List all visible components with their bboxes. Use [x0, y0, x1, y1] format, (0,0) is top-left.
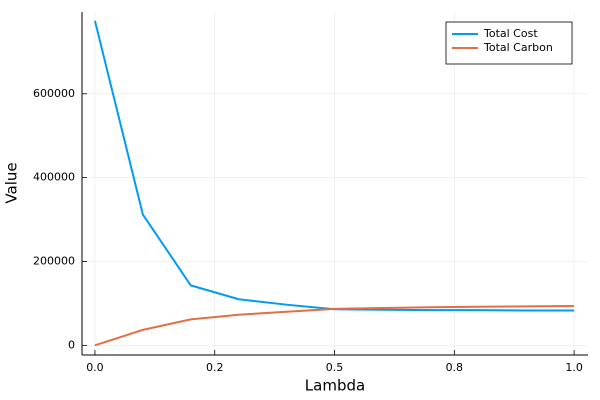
- x-tick-label: 1.0: [565, 361, 583, 374]
- y-tick-label: 600000: [33, 87, 75, 100]
- legend-label: Total Cost: [483, 27, 538, 40]
- legend-box: [445, 21, 573, 65]
- series-line: [94, 304, 575, 347]
- y-tick-label: 200000: [33, 254, 75, 267]
- x-tick-label: 0.5: [326, 361, 344, 374]
- x-tick-label: 0.2: [206, 361, 224, 374]
- y-tick-label: 400000: [33, 171, 75, 184]
- x-tick-label: 0.8: [446, 361, 464, 374]
- y-axis-title: Value: [3, 162, 21, 203]
- x-tick-label: 0.0: [86, 361, 104, 374]
- legend-label: Total Carbon: [483, 41, 553, 54]
- y-tick-label: 0: [68, 338, 75, 351]
- x-axis-title: Lambda: [305, 377, 365, 395]
